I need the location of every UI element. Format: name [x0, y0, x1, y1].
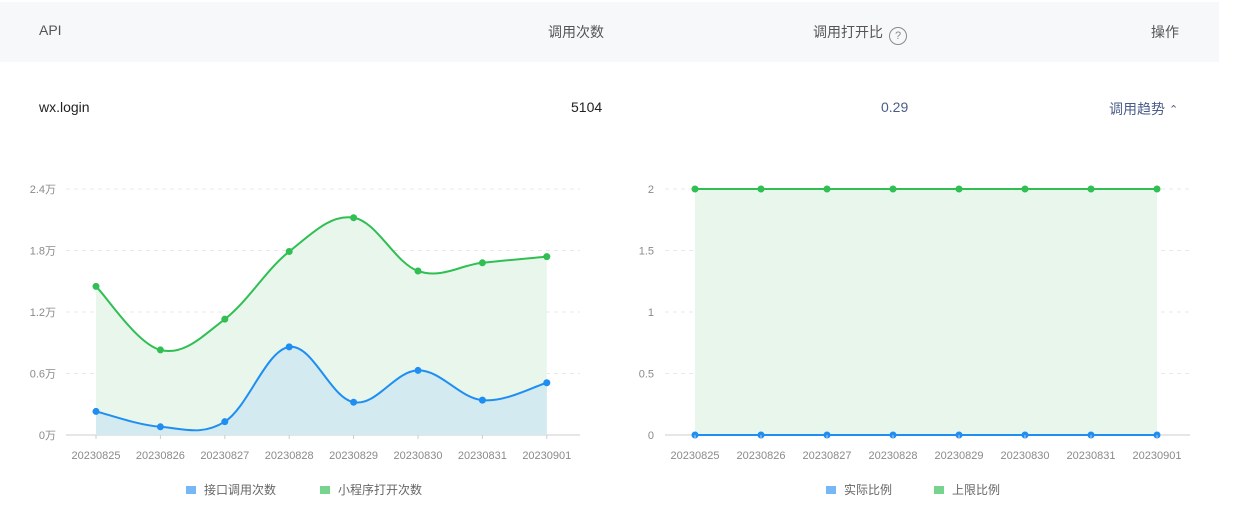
header-call-count: 调用次数 [548, 24, 604, 40]
data-point [478, 259, 486, 267]
data-point [285, 343, 293, 351]
help-icon[interactable]: ? [889, 27, 907, 45]
x-tick-label: 20230831 [458, 450, 507, 462]
data-point [889, 185, 897, 193]
data-point [1153, 185, 1161, 193]
x-tick-label: 20230826 [737, 450, 786, 462]
data-point [414, 267, 422, 275]
header-open-ratio: 调用打开比? [813, 22, 907, 45]
series-line [95, 345, 548, 432]
data-point [92, 407, 100, 415]
legend-swatch [826, 486, 836, 494]
legend-label: 实际比例 [844, 482, 892, 497]
data-point [543, 379, 551, 387]
data-point [823, 185, 831, 193]
data-point [478, 396, 486, 404]
header-open-ratio-label: 调用打开比 [813, 24, 883, 40]
table-header [0, 2, 1219, 62]
data-point [350, 214, 358, 222]
y-tick-label: 1.5 [639, 246, 654, 258]
data-point [1021, 185, 1029, 193]
data-point [221, 418, 229, 426]
x-tick-label: 20230831 [1067, 450, 1116, 462]
legend-label: 接口调用次数 [204, 482, 276, 497]
data-point [156, 423, 164, 431]
y-tick-label: 1.2万 [30, 307, 56, 319]
x-tick-label: 20230827 [803, 450, 852, 462]
x-tick-label: 20230901 [1133, 450, 1182, 462]
legend-swatch [934, 486, 944, 494]
call-count-chart: 0万 0.6万 1.2万 1.8万 2.4万 20230825 20230826 202308… [30, 184, 580, 497]
y-tick-label: 0.5 [639, 369, 654, 381]
x-tick-label: 20230827 [200, 450, 249, 462]
y-tick-label: 0万 [39, 430, 56, 442]
series-area [96, 346, 547, 435]
x-tick-label: 20230825 [671, 450, 720, 462]
x-tick-label: 20230829 [935, 450, 984, 462]
data-point [285, 248, 293, 256]
y-tick-label: 1.8万 [30, 246, 56, 258]
y-tick-label: 1 [648, 307, 654, 319]
chevron-up-icon: ⌃ [1169, 104, 1179, 116]
y-tick-label: 2.4万 [30, 184, 56, 196]
x-tick-label: 20230828 [869, 450, 918, 462]
call-trend-toggle[interactable]: 调用趋势 ⌃ [1109, 99, 1178, 119]
x-tick-label: 20230825 [72, 450, 121, 462]
legend-swatch [186, 486, 196, 494]
data-point [543, 253, 551, 261]
x-tick-label: 20230830 [1001, 450, 1050, 462]
api-name: wx.login [39, 99, 90, 115]
call-trend-label: 调用趋势 [1109, 101, 1165, 117]
data-point [1087, 185, 1095, 193]
legend-label: 小程序打开次数 [338, 482, 422, 497]
x-tick-label: 20230901 [522, 450, 571, 462]
data-point [955, 185, 963, 193]
data-point [691, 185, 699, 193]
data-point [92, 282, 100, 290]
call-count-value: 5104 [571, 99, 603, 115]
data-point [757, 185, 765, 193]
open-ratio-value: 0.29 [881, 99, 909, 115]
ratio-chart: 0 0.5 1 1.5 2 20230825 20230826 20230827 2023082… [639, 184, 1190, 497]
x-tick-label: 20230826 [136, 450, 185, 462]
legend-label: 上限比例 [952, 483, 1000, 497]
legend-swatch [320, 486, 330, 494]
x-tick-label: 20230828 [265, 450, 314, 462]
x-tick-label: 20230829 [329, 450, 378, 462]
header-api: API [39, 22, 62, 38]
series-area [695, 189, 1157, 435]
x-tick-label: 20230830 [394, 450, 443, 462]
data-point [221, 315, 229, 323]
data-point [156, 346, 164, 354]
header-operation: 操作 [1151, 24, 1179, 40]
y-tick-label: 2 [648, 184, 654, 196]
data-point [350, 398, 358, 406]
data-point [414, 366, 422, 374]
y-tick-label: 0.6万 [30, 369, 56, 381]
y-tick-label: 0 [648, 430, 654, 442]
